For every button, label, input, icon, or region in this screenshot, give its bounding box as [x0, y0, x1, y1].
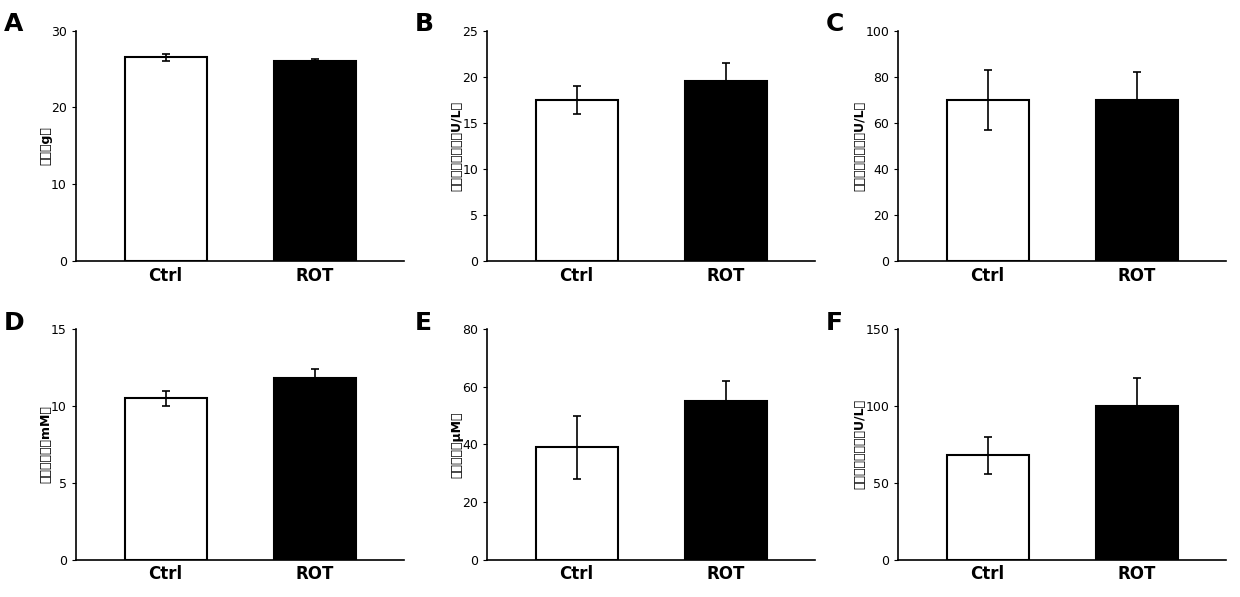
Bar: [124, 398, 207, 559]
Bar: [1096, 406, 1178, 559]
Text: C: C: [826, 12, 844, 36]
Text: D: D: [4, 310, 25, 335]
Y-axis label: 血清肌霸（μM）: 血清肌霸（μM）: [450, 411, 463, 478]
Bar: [274, 378, 356, 559]
Y-axis label: 血清乳酸脱氨酶（U/L）: 血清乳酸脱氨酶（U/L）: [853, 399, 867, 490]
Y-axis label: 血清谷丙转氨酶（U/L）: 血清谷丙转氨酶（U/L）: [450, 101, 463, 191]
Text: E: E: [415, 310, 432, 335]
Y-axis label: 体重（g）: 体重（g）: [40, 127, 52, 165]
Bar: [536, 100, 618, 261]
Bar: [684, 81, 766, 261]
Bar: [946, 100, 1028, 261]
Bar: [946, 455, 1028, 559]
Bar: [274, 61, 356, 261]
Y-axis label: 血清谷草转氨酶（U/L）: 血清谷草转氨酶（U/L）: [853, 101, 867, 191]
Text: B: B: [415, 12, 434, 36]
Bar: [536, 447, 618, 559]
Y-axis label: 血清尿素氮（mM）: 血清尿素氮（mM）: [40, 405, 52, 483]
Text: A: A: [4, 12, 24, 36]
Bar: [1096, 100, 1178, 261]
Bar: [124, 57, 207, 261]
Text: F: F: [826, 310, 843, 335]
Bar: [684, 401, 766, 559]
